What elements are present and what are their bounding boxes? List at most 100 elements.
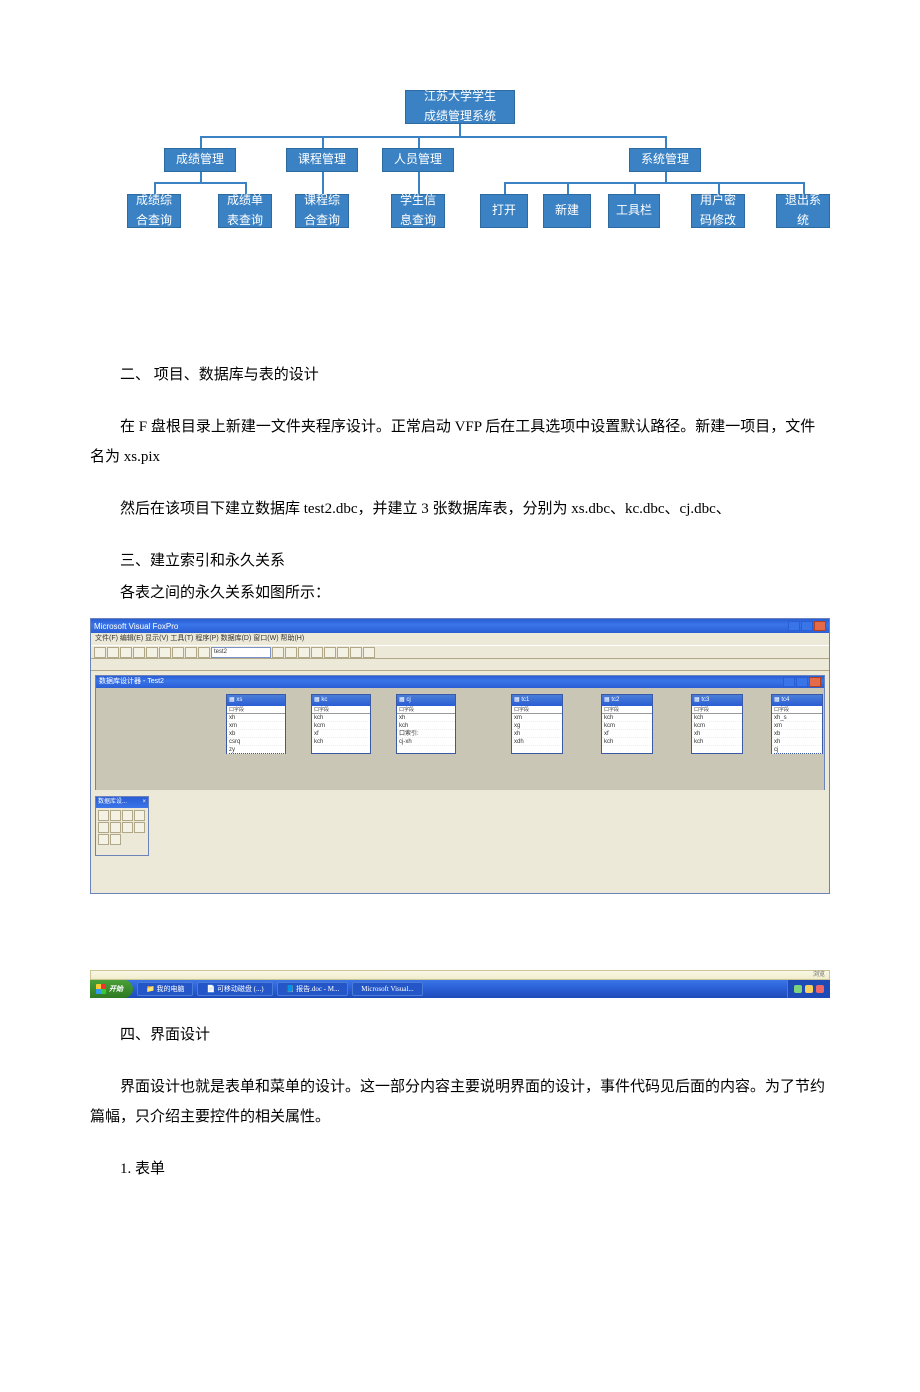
toolbar-btn[interactable]: [120, 647, 132, 658]
org-l3-7: 用户密码修改: [691, 194, 745, 228]
db-table-field: 口索引:: [397, 730, 455, 738]
db-table-field: kcm: [312, 722, 370, 730]
toolbar-btn[interactable]: [185, 647, 197, 658]
db-table-title: ▦ tc2: [602, 695, 652, 706]
vfp-app-title: Microsoft Visual FoxPro: [94, 622, 178, 631]
start-label: 开始: [109, 984, 123, 994]
db-table-title: ▦ kc: [312, 695, 370, 706]
db-table-field: xh_s: [772, 714, 822, 722]
db-table[interactable]: ▦ kc口字段kchkcmxfkch: [311, 694, 371, 754]
db-table-tab: 口字段: [772, 706, 822, 714]
org-l3-2: 课程综合查询: [295, 194, 349, 228]
toolbox-btn[interactable]: [98, 810, 109, 821]
db-table-field: cj-xh: [397, 738, 455, 746]
vfp-menubar[interactable]: 文件(F) 编辑(E) 显示(V) 工具(T) 程序(P) 数据库(D) 窗口(…: [91, 633, 829, 645]
db-table-field: kch: [602, 714, 652, 722]
taskbar-item[interactable]: 📄 可移动磁盘 (...): [197, 982, 272, 996]
org-l2-2: 人员管理: [382, 148, 454, 172]
db-table-field: kch: [312, 738, 370, 746]
db-table[interactable]: ▦ xs口字段xhxmxbcsrqzy: [226, 694, 286, 754]
db-table-title: ▦ tc4: [772, 695, 822, 706]
db-table[interactable]: ▦ tc2口字段kchkcmxfkch: [601, 694, 653, 754]
db-table-field: xh: [772, 738, 822, 746]
para-p7: 界面设计也就是表单和菜单的设计。这一部分内容主要说明界面的设计，事件代码见后面的…: [90, 1072, 830, 1132]
minimize-icon[interactable]: [783, 677, 795, 687]
db-designer-titlebar: 数据库设计器 - Test2: [96, 676, 824, 688]
taskbar-item[interactable]: Microsoft Visual...: [352, 982, 422, 996]
toolbox-btn[interactable]: [110, 834, 121, 845]
toolbar-btn[interactable]: [94, 647, 106, 658]
db-table-field: kch: [692, 714, 742, 722]
vfp-screenshot: Microsoft Visual FoxPro 文件(F) 编辑(E) 显示(V…: [90, 618, 830, 894]
vfp-workspace: 数据库设计器 - Test2 ▦ xs口字段xhxmxbcsrqzy▦ kc口字…: [91, 671, 829, 893]
close-icon[interactable]: [809, 677, 821, 687]
toolbox-btn[interactable]: [122, 810, 133, 821]
db-table[interactable]: ▦ tc4口字段xh_sxmxbxhcj: [771, 694, 823, 754]
db-table-field: kch: [312, 714, 370, 722]
toolbar-btn[interactable]: [363, 647, 375, 658]
db-table-tab: 口字段: [602, 706, 652, 714]
toolbar-btn[interactable]: [133, 647, 145, 658]
org-chart: 江苏大学学生成绩管理系统 成绩管理 课程管理 人员管理 系统管理 成绩综合查询 …: [100, 90, 820, 270]
toolbar-btn[interactable]: [198, 647, 210, 658]
toolbox-btn[interactable]: [134, 822, 145, 833]
toolbox-btn[interactable]: [134, 810, 145, 821]
db-table-tab: 口字段: [227, 706, 285, 714]
toolbar-btn[interactable]: [159, 647, 171, 658]
db-table-field: xb: [227, 730, 285, 738]
toolbox-btn[interactable]: [98, 822, 109, 833]
taskbar-item[interactable]: 📁 我的电脑: [137, 982, 193, 996]
maximize-icon[interactable]: [801, 621, 813, 631]
db-table-field: xm: [512, 714, 562, 722]
db-table[interactable]: ▦ cj口字段xhkch口索引:cj-xh: [396, 694, 456, 754]
db-table-title: ▦ xs: [227, 695, 285, 706]
tray-icon[interactable]: [794, 985, 802, 993]
toolbox-btn[interactable]: [110, 810, 121, 821]
db-table[interactable]: ▦ tc3口字段kchkcmxhkch: [691, 694, 743, 754]
org-l2-1: 课程管理: [286, 148, 358, 172]
maximize-icon[interactable]: [796, 677, 808, 687]
heading-4: 四、界面设计: [90, 1020, 830, 1050]
org-l3-4: 打开: [480, 194, 528, 228]
tray-icon[interactable]: [805, 985, 813, 993]
para-p2: 在 F 盘根目录上新建一文件夹程序设计。正常启动 VFP 后在工具选项中设置默认…: [90, 412, 830, 472]
db-table-field: xf: [312, 730, 370, 738]
toolbar-btn[interactable]: [272, 647, 284, 658]
start-button[interactable]: 开始: [90, 980, 133, 998]
db-toolbox: 数据库设...×: [95, 796, 149, 856]
db-table[interactable]: ▦ tc1口字段xmxgxhxdh: [511, 694, 563, 754]
database-combo[interactable]: test2: [211, 647, 271, 658]
org-l3-0: 成绩综合查询: [127, 194, 181, 228]
xp-taskbar: 开始 📁 我的电脑 📄 可移动磁盘 (...) 📘 报告.doc - M... …: [90, 980, 830, 998]
db-table-field: kcm: [692, 722, 742, 730]
toolbar-btn[interactable]: [285, 647, 297, 658]
toolbar-btn[interactable]: [107, 647, 119, 658]
minimize-icon[interactable]: [788, 621, 800, 631]
toolbar-btn[interactable]: [350, 647, 362, 658]
db-table-title: ▦ tc1: [512, 695, 562, 706]
toolbar-btn[interactable]: [298, 647, 310, 658]
db-table-field: xf: [602, 730, 652, 738]
toolbar-btn[interactable]: [311, 647, 323, 658]
system-tray: [787, 980, 830, 998]
db-table-field: xg: [512, 722, 562, 730]
db-table-field: kcm: [602, 722, 652, 730]
db-table-field: csrq: [227, 738, 285, 746]
windows-icon: [96, 984, 106, 994]
close-icon[interactable]: ×: [142, 797, 146, 808]
org-l3-8: 退出系统: [776, 194, 830, 228]
db-designer-window: 数据库设计器 - Test2 ▦ xs口字段xhxmxbcsrqzy▦ kc口字…: [95, 675, 825, 790]
db-table-field: xm: [227, 722, 285, 730]
tray-icon[interactable]: [816, 985, 824, 993]
toolbox-btn[interactable]: [110, 822, 121, 833]
toolbox-btn[interactable]: [98, 834, 109, 845]
toolbar-btn[interactable]: [337, 647, 349, 658]
org-l3-6: 工具栏: [608, 194, 660, 228]
taskbar-item[interactable]: 📘 报告.doc - M...: [277, 982, 349, 996]
db-table-field: xh: [397, 714, 455, 722]
toolbar-btn[interactable]: [324, 647, 336, 658]
toolbox-btn[interactable]: [122, 822, 133, 833]
toolbar-btn[interactable]: [146, 647, 158, 658]
toolbar-btn[interactable]: [172, 647, 184, 658]
close-icon[interactable]: [814, 621, 826, 631]
